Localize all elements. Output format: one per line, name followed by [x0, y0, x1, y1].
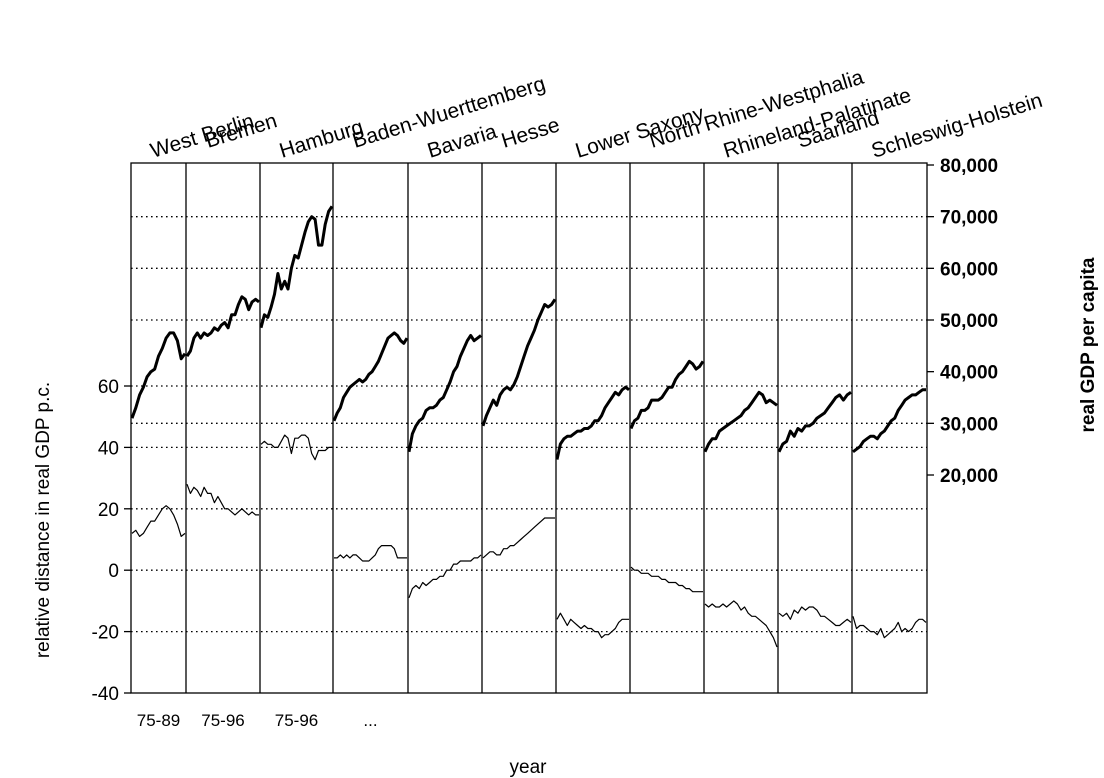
right-tick-label: 30,000: [940, 414, 998, 435]
left-tick-label: 60: [98, 377, 119, 398]
plot-frame: [130, 162, 928, 694]
right-tick-label: 40,000: [940, 363, 998, 384]
y-axis-title-left: relative distance in real GDP p.c.: [33, 382, 54, 658]
right-tick-label: 20,000: [940, 466, 998, 487]
gdp-line-baden-wuerttemberg: [332, 331, 409, 422]
state-label: Hesse: [499, 113, 563, 152]
gdp-line-hesse: [481, 298, 557, 427]
gdp-line-rhineland-palatinate: [703, 390, 778, 453]
period-label: 75-96: [201, 711, 244, 730]
distance-line-lower-saxony: [556, 612, 629, 639]
gdp-line-hamburg: [259, 205, 334, 329]
gdp-line-bavaria: [407, 334, 482, 453]
distance-line-hesse: [482, 517, 555, 559]
gdp-line-west-berlin: [130, 331, 187, 419]
gridlines: [131, 216, 927, 633]
right-tick-label: 60,000: [940, 259, 998, 280]
period-labels: 75-89 75-96 75-96...: [137, 711, 378, 730]
right-tick-label: 50,000: [940, 311, 998, 332]
left-tick-label: -40: [92, 684, 119, 705]
series-lines: [130, 205, 927, 648]
right-tick-label: 80,000: [940, 156, 998, 177]
period-label: 75-96: [275, 711, 318, 730]
distance-line-west-berlin: [131, 505, 186, 538]
distance-line-schleswig-holstein: [852, 616, 927, 639]
gdp-line-lower-saxony: [555, 385, 630, 460]
left-tick-label: 40: [98, 438, 119, 459]
distance-line-bremen: [186, 483, 259, 516]
distance-line-baden-wuerttemberg: [334, 544, 407, 562]
state-panels: [185, 163, 853, 693]
distance-line-saarland: [778, 606, 852, 627]
left-tick-label: 0: [108, 561, 119, 582]
y-axis-title-right: real GDP per capita: [1078, 257, 1099, 432]
distance-line-rhineland-palatinate: [704, 600, 778, 648]
gdp-line-north-rhine-westphalia: [629, 359, 705, 430]
x-axis-title: year: [510, 757, 548, 778]
state-labels: West BerlinBremenHamburgBaden-Wuerttembe…: [148, 66, 1045, 163]
gdp-line-saarland: [777, 391, 852, 453]
period-label: ...: [363, 711, 377, 730]
period-label: 75-89: [137, 711, 180, 730]
distance-line-hamburg: [260, 434, 332, 461]
right-axis: 20,000 30,000 40,000 50,000 60,000 70,000 80,0…: [927, 156, 998, 487]
left-tick-label: -20: [92, 623, 119, 644]
right-tick-label: 70,000: [940, 208, 998, 229]
distance-line-bavaria: [408, 554, 482, 599]
gdp-line-schleswig-holstein: [852, 388, 926, 454]
distance-line-north-rhine-westphalia: [630, 566, 703, 593]
gdp-line-bremen: [185, 295, 260, 358]
left-axis: -40 -20 0 20 40 60: [92, 377, 131, 705]
left-tick-label: 20: [98, 500, 119, 521]
